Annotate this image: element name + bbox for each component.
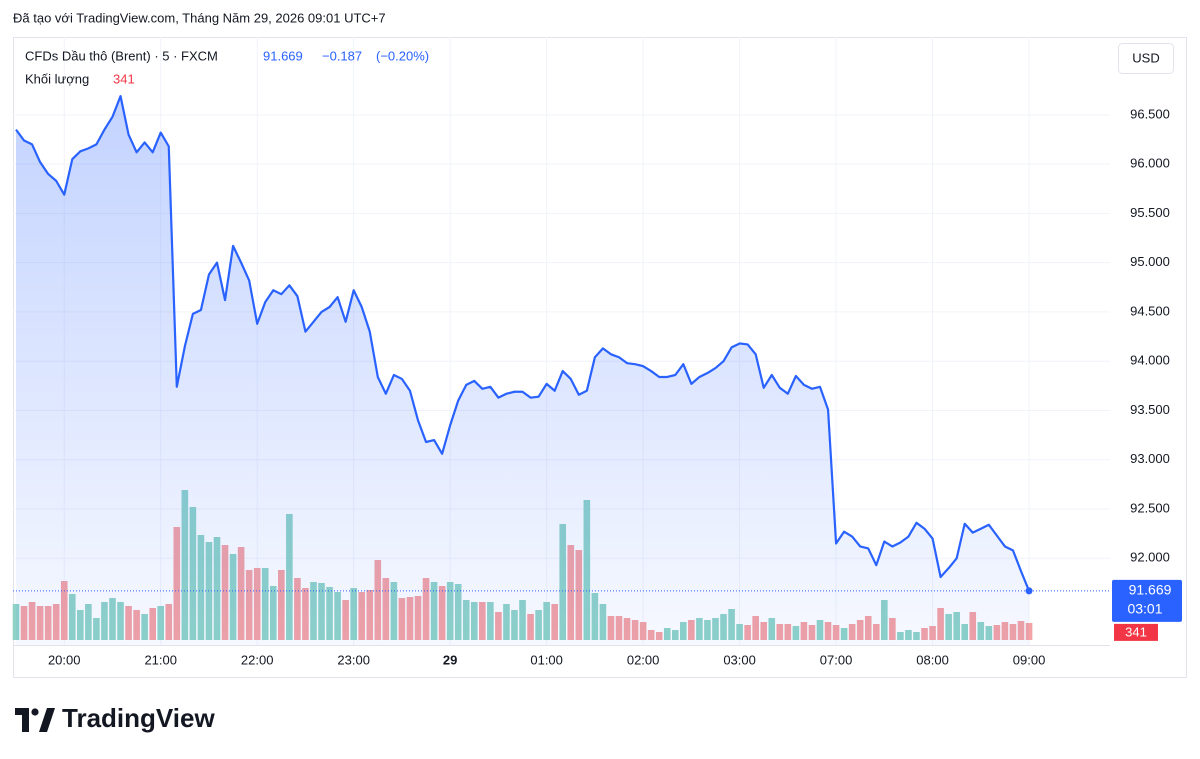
symbol: CFDs Dầu thô (Brent) · 5 · FXCM (25, 48, 218, 63)
y-tick-label: 92.000 (1130, 550, 1170, 565)
price-tag (1112, 579, 1182, 622)
y-tick-label: 96.000 (1130, 156, 1170, 171)
x-tick-label: 09:00 (1013, 652, 1046, 667)
x-tick-label: 22:00 (241, 652, 274, 667)
logo-icon (15, 708, 29, 732)
x-tick-label: 23:00 (337, 652, 370, 667)
logo-icon (39, 708, 55, 732)
x-tick-label: 01:00 (530, 652, 563, 667)
volume-tag (1114, 623, 1158, 641)
brand: TradingView (62, 703, 215, 733)
price-change: −0.187 (322, 48, 362, 63)
chart-frame (13, 37, 1187, 678)
price-tag-label: 91.669 (1129, 582, 1172, 598)
y-tick-label: 92.500 (1130, 500, 1170, 515)
y-tick-label: 95.500 (1130, 205, 1170, 220)
price-area (16, 96, 1030, 646)
volume-label: Khối lượng (25, 71, 89, 86)
countdown: 03:01 (1127, 601, 1162, 617)
last-price: 91.669 (263, 48, 303, 63)
currency[interactable]: USD (1132, 50, 1159, 65)
y-tick-label: 96.500 (1130, 106, 1170, 121)
logo-icon (31, 708, 39, 716)
y-tick-label: 93.000 (1130, 451, 1170, 466)
y-tick-label: 93.500 (1130, 402, 1170, 417)
volume-tag-label: 341 (1125, 624, 1147, 639)
axes-layer: 92.000 92.500 93.000 93.500 94.000 94.500 95.0… (48, 106, 1182, 667)
x-tick-label: 07:00 (820, 652, 853, 667)
y-tick-label: 95.000 (1130, 254, 1170, 269)
price-line (15, 95, 1031, 592)
credit: Đã tạo với TradingView.com, Tháng Năm 29… (13, 10, 386, 25)
x-tick-label: 03:00 (723, 652, 756, 667)
x-tick-label: 20:00 (48, 652, 81, 667)
x-tick-label: 08:00 (916, 652, 949, 667)
price-change-pct: (−0.20%) (376, 48, 429, 63)
x-tick-label: 02:00 (627, 652, 660, 667)
x-tick-label: 29 (443, 652, 457, 667)
y-tick-label: 94.000 (1130, 353, 1170, 368)
price-layer (13, 95, 1110, 646)
last-point (1025, 587, 1033, 595)
volume-value: 341 (113, 71, 135, 86)
y-tick-label: 94.500 (1130, 303, 1170, 318)
x-tick-label: 21:00 (144, 652, 177, 667)
currency-button[interactable] (1118, 43, 1174, 74)
logo: TradingView (15, 703, 215, 733)
